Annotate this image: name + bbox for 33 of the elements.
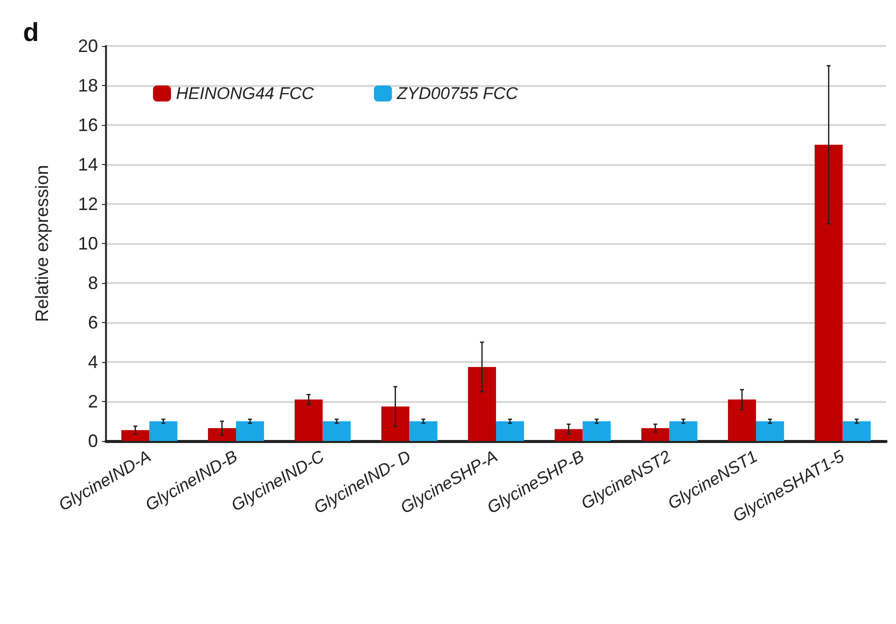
bar bbox=[294, 400, 323, 441]
bar bbox=[468, 366, 496, 441]
legend-label: ZYD00755 FCC bbox=[396, 84, 519, 103]
bar bbox=[121, 430, 150, 441]
y-tick-label: 10 bbox=[78, 234, 98, 254]
y-tick-label: 20 bbox=[78, 36, 98, 56]
y-tick-label: 18 bbox=[78, 76, 98, 96]
bar bbox=[641, 428, 670, 441]
y-tick-label: 4 bbox=[88, 352, 98, 372]
y-tick-label: 0 bbox=[88, 431, 98, 451]
bar bbox=[496, 421, 524, 441]
y-axis-title: Relative expression bbox=[32, 164, 52, 322]
bar bbox=[381, 406, 410, 441]
y-tick-label: 14 bbox=[78, 154, 98, 174]
bar bbox=[814, 144, 843, 441]
y-tick-label: 6 bbox=[88, 312, 98, 332]
legend-label: HEINONG44 FCC bbox=[176, 84, 315, 103]
y-tick-label: 2 bbox=[88, 392, 98, 412]
bar bbox=[149, 421, 178, 441]
y-tick-label: 16 bbox=[78, 115, 98, 135]
bar bbox=[582, 421, 611, 441]
bar bbox=[409, 421, 438, 441]
bar bbox=[236, 421, 264, 441]
bar bbox=[669, 421, 698, 441]
chart-title: d bbox=[23, 17, 39, 47]
bar bbox=[554, 429, 583, 441]
bar bbox=[728, 400, 756, 441]
y-tick-label: 8 bbox=[88, 273, 98, 293]
bar bbox=[756, 421, 784, 441]
bar bbox=[322, 421, 351, 441]
y-tick-label: 12 bbox=[78, 194, 98, 214]
bar bbox=[842, 421, 871, 441]
bar bbox=[208, 428, 236, 441]
